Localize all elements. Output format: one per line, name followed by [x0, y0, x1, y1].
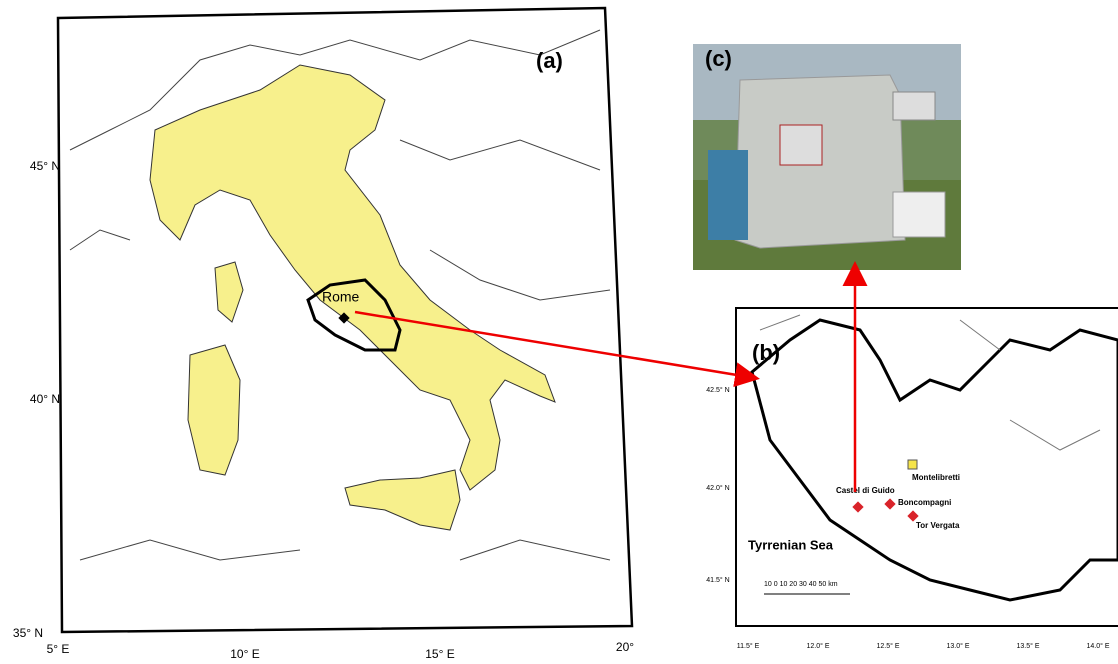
- panel-label: (b): [752, 340, 780, 365]
- panel-label: (c): [705, 46, 732, 71]
- figure: Rome (a) 45° N 40° N 35° N 5° E 10° E 15…: [0, 0, 1118, 664]
- station-square: [908, 460, 917, 469]
- poster: [780, 125, 822, 165]
- lon-label: 14.0° E: [1086, 642, 1109, 650]
- cabinet: [708, 150, 748, 240]
- panel-c: (c): [693, 44, 961, 270]
- scale-label: 10 0 10 20 30 40 50 km: [764, 581, 838, 588]
- panel-label: (a): [536, 48, 563, 73]
- lon-label: 15° E: [425, 647, 454, 661]
- lat-label: 45° N: [30, 159, 60, 173]
- ac-unit: [893, 192, 945, 237]
- station-label: Tor Vergata: [916, 521, 960, 530]
- lon-label: 10° E: [230, 647, 259, 661]
- lon-label: 13.0° E: [946, 642, 969, 650]
- lon-label: 20°: [616, 640, 634, 654]
- lat-label: 42.5° N: [706, 386, 729, 394]
- city-label: Rome: [322, 289, 360, 305]
- lat-label: 41.5° N: [706, 576, 729, 584]
- lat-label: 40° N: [30, 392, 60, 406]
- page: Rome (a) 45° N 40° N 35° N 5° E 10° E 15…: [0, 0, 1118, 664]
- panel-a: Rome (a) 45° N 40° N 35° N 5° E 10° E 15…: [13, 8, 634, 661]
- station-label: Castel di Guido: [836, 486, 895, 495]
- lon-label: 12.5° E: [876, 642, 899, 650]
- lat-label: 35° N: [13, 626, 43, 640]
- lat-label: 42.0° N: [706, 484, 729, 492]
- panel-b: (b) Montelibretti Castel di Guido Boncom…: [706, 308, 1118, 650]
- sea-label: Tyrrenian Sea: [748, 537, 834, 552]
- lon-label: 11.5° E: [737, 642, 760, 650]
- vent: [893, 92, 935, 120]
- station-label: Montelibretti: [912, 473, 960, 482]
- station-label: Boncompagni: [898, 498, 951, 507]
- lon-label: 12.0° E: [806, 642, 829, 650]
- lon-label: 5° E: [47, 642, 70, 656]
- lon-label: 13.5° E: [1016, 642, 1039, 650]
